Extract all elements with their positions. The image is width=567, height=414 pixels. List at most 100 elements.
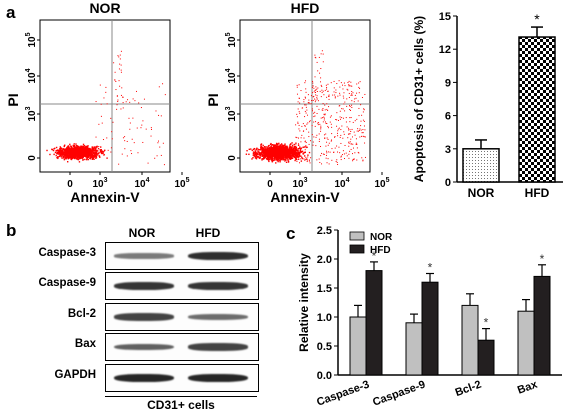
ri-x-tick-label: Caspase-3 <box>315 379 371 409</box>
flow-event <box>61 157 63 159</box>
flow-event <box>323 119 325 121</box>
flow-event <box>327 125 329 127</box>
flow-event <box>53 148 55 150</box>
flow-event <box>75 157 78 160</box>
flow-event <box>76 158 78 160</box>
flow-event <box>75 143 77 145</box>
flow-event <box>276 145 278 148</box>
blot-band <box>188 343 248 351</box>
flow-event <box>132 117 134 119</box>
flow-event <box>291 154 293 157</box>
flow-event <box>55 146 58 149</box>
flow-event <box>83 153 86 156</box>
flow-event <box>268 159 270 161</box>
flow-event <box>348 145 350 147</box>
flow-y-tick-label: 105 <box>25 32 38 47</box>
flow-event <box>274 159 276 161</box>
flow-event <box>324 109 326 111</box>
flow-plot-nor: NOR 0 103 104 105 0 103 104 105 Annexin-V PI <box>5 0 190 205</box>
flow-event <box>318 108 320 110</box>
flow-event <box>349 109 351 111</box>
blot-row-box <box>105 272 259 300</box>
flow-event <box>304 96 306 98</box>
flow-event <box>68 152 71 154</box>
flow-event <box>67 145 70 147</box>
flow-event <box>322 121 324 123</box>
flow-event <box>350 81 352 83</box>
flow-event <box>319 72 321 74</box>
apoptosis-y-tick-label: 12 <box>439 44 451 56</box>
flow-event <box>267 151 270 153</box>
flow-event <box>267 156 269 158</box>
flow-event <box>360 129 362 131</box>
flow-event <box>316 98 318 100</box>
flow-event <box>59 154 62 157</box>
flow-event <box>269 158 271 161</box>
flow-event <box>321 50 323 52</box>
flow-event <box>281 150 283 153</box>
flow-event <box>315 57 317 59</box>
flow-event <box>120 94 122 96</box>
flow-event <box>117 100 119 102</box>
flow-event <box>358 86 360 88</box>
flow-event <box>292 149 294 152</box>
flow-event <box>260 152 262 154</box>
flow-event <box>320 127 322 129</box>
flow-event <box>312 85 314 87</box>
flow-event <box>318 133 320 135</box>
flow-event <box>85 151 88 153</box>
blot-band <box>188 281 248 291</box>
flow-event <box>326 86 328 88</box>
flow-event <box>73 150 76 152</box>
flow-event <box>253 154 255 156</box>
flow-event <box>296 160 298 162</box>
flow-event <box>314 98 316 100</box>
flow-event <box>89 154 92 157</box>
flow-event <box>312 80 314 82</box>
flow-event <box>286 155 288 158</box>
flow-event <box>86 146 89 149</box>
flow-event <box>61 153 64 156</box>
flow-event <box>89 153 91 156</box>
flow-event <box>279 150 282 153</box>
flow-event <box>313 95 315 97</box>
flow-event <box>119 63 121 65</box>
flow-event <box>255 158 258 160</box>
flow-event <box>318 158 320 160</box>
flow-event <box>66 161 69 163</box>
blot-band <box>188 251 248 261</box>
flow-event <box>106 137 108 139</box>
flow-event <box>270 154 272 156</box>
flow-event <box>294 150 296 152</box>
flow-event <box>259 154 262 157</box>
flow-event <box>323 153 325 155</box>
flow-event <box>287 153 290 155</box>
flow-event <box>53 153 55 156</box>
flow-event <box>69 154 71 156</box>
flow-event <box>95 157 98 159</box>
flow-event <box>251 149 253 152</box>
flow-event <box>60 153 62 156</box>
apoptosis-x-tick-label: NOR <box>468 186 495 200</box>
flow-event <box>314 111 316 113</box>
flow-event <box>327 127 329 129</box>
flow-event <box>280 158 283 161</box>
flow-event <box>341 84 343 86</box>
flow-event <box>64 153 67 156</box>
flow-event <box>262 144 264 147</box>
flow-event <box>78 151 81 153</box>
flow-event <box>328 98 330 100</box>
flow-event <box>313 91 315 93</box>
flow-event <box>285 161 288 164</box>
flow-event <box>67 151 70 154</box>
flow-event <box>82 159 84 161</box>
flow-event <box>343 82 345 84</box>
flow-event <box>83 147 85 149</box>
flow-event <box>270 150 272 152</box>
flow-event <box>312 82 314 84</box>
flow-event <box>60 147 63 150</box>
flow-event <box>132 98 134 100</box>
flow-event <box>309 162 311 164</box>
flow-event <box>273 149 275 151</box>
flow-event <box>315 89 317 91</box>
